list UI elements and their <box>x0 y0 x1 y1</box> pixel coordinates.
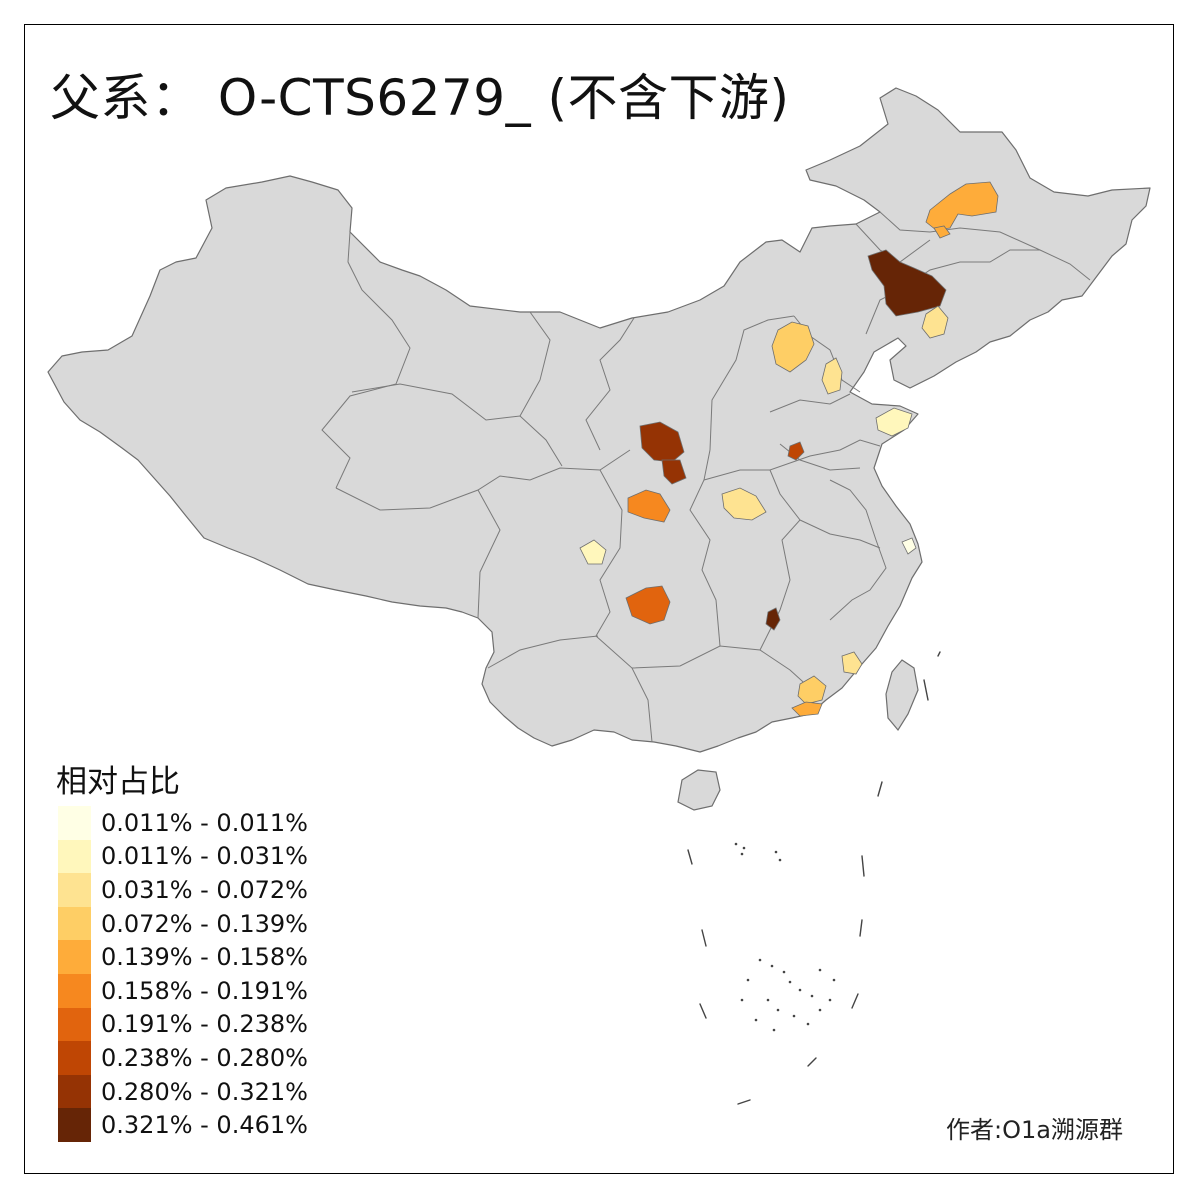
legend-item: 0.139% - 0.158% <box>58 940 308 974</box>
legend-item: 0.031% - 0.072% <box>58 873 308 907</box>
legend-label: 0.072% - 0.139% <box>101 909 308 938</box>
legend: 0.011% - 0.011% 0.011% - 0.031% 0.031% -… <box>58 806 308 1142</box>
legend-swatch <box>58 906 91 941</box>
island-dots <box>734 842 836 1032</box>
region-guizhou-zunyi <box>625 585 671 625</box>
highlighted-regions <box>579 181 999 717</box>
legend-swatch <box>58 1108 91 1142</box>
region-sichuan-chengdu <box>579 539 607 565</box>
legend-title: 相对占比 <box>56 764 180 800</box>
legend-label: 0.280% - 0.321% <box>101 1077 308 1106</box>
province-borders <box>321 211 1091 743</box>
region-liaoning-shenyang <box>921 305 949 339</box>
region-guangdong-meizhou <box>797 675 827 705</box>
legend-swatch <box>58 839 91 874</box>
legend-item: 0.011% - 0.011% <box>58 806 308 840</box>
legend-item: 0.238% - 0.280% <box>58 1041 308 1075</box>
legend-item: 0.280% - 0.321% <box>58 1074 308 1109</box>
legend-label: 0.238% - 0.280% <box>101 1043 308 1072</box>
legend-label: 0.321% - 0.461% <box>101 1111 308 1140</box>
legend-item: 0.072% - 0.139% <box>58 906 308 941</box>
legend-swatch <box>58 806 91 840</box>
legend-swatch <box>58 1007 91 1042</box>
author-credit: 作者:O1a溯源群 <box>946 1116 1123 1144</box>
legend-label: 0.139% - 0.158% <box>101 943 308 972</box>
south-china-sea-islands <box>687 651 941 1105</box>
region-guangdong-south <box>791 701 823 717</box>
legend-label: 0.191% - 0.238% <box>101 1010 308 1039</box>
legend-label: 0.011% - 0.031% <box>101 842 308 871</box>
region-jiangsu-suzhou <box>901 537 917 555</box>
legend-swatch <box>58 940 91 974</box>
legend-item: 0.158% - 0.191% <box>58 973 308 1008</box>
map-title: 父系： O-CTS6279_ (不含下游) <box>50 69 790 127</box>
legend-item: 0.191% - 0.238% <box>58 1007 308 1042</box>
region-ningxia-south <box>661 459 687 485</box>
region-hunan-hengyang <box>765 607 781 631</box>
legend-swatch <box>58 1074 91 1109</box>
legend-label: 0.011% - 0.011% <box>101 808 308 837</box>
region-gansu-longnan <box>627 489 671 523</box>
taiwan-island <box>885 659 919 732</box>
region-hebei-zhangjiakou <box>771 321 815 373</box>
legend-swatch <box>58 873 91 907</box>
region-shaanxi-hanzhong <box>721 487 767 521</box>
hainan-island <box>677 769 721 811</box>
legend-label: 0.031% - 0.072% <box>101 875 308 904</box>
legend-item: 0.321% - 0.461% <box>58 1108 308 1142</box>
region-shandong-qingdao <box>875 407 913 437</box>
legend-swatch <box>58 973 91 1008</box>
region-fujian-longyan <box>841 651 863 675</box>
region-henan-zhengzhou <box>787 441 805 461</box>
legend-label: 0.158% - 0.191% <box>101 976 308 1005</box>
legend-swatch <box>58 1041 91 1075</box>
region-heilongjiang-west-small <box>933 225 951 239</box>
region-jilin-baicheng <box>867 249 947 317</box>
region-ningxia-yinchuan <box>639 421 685 463</box>
region-hebei-baoding <box>821 357 843 395</box>
legend-item: 0.011% - 0.031% <box>58 839 308 874</box>
